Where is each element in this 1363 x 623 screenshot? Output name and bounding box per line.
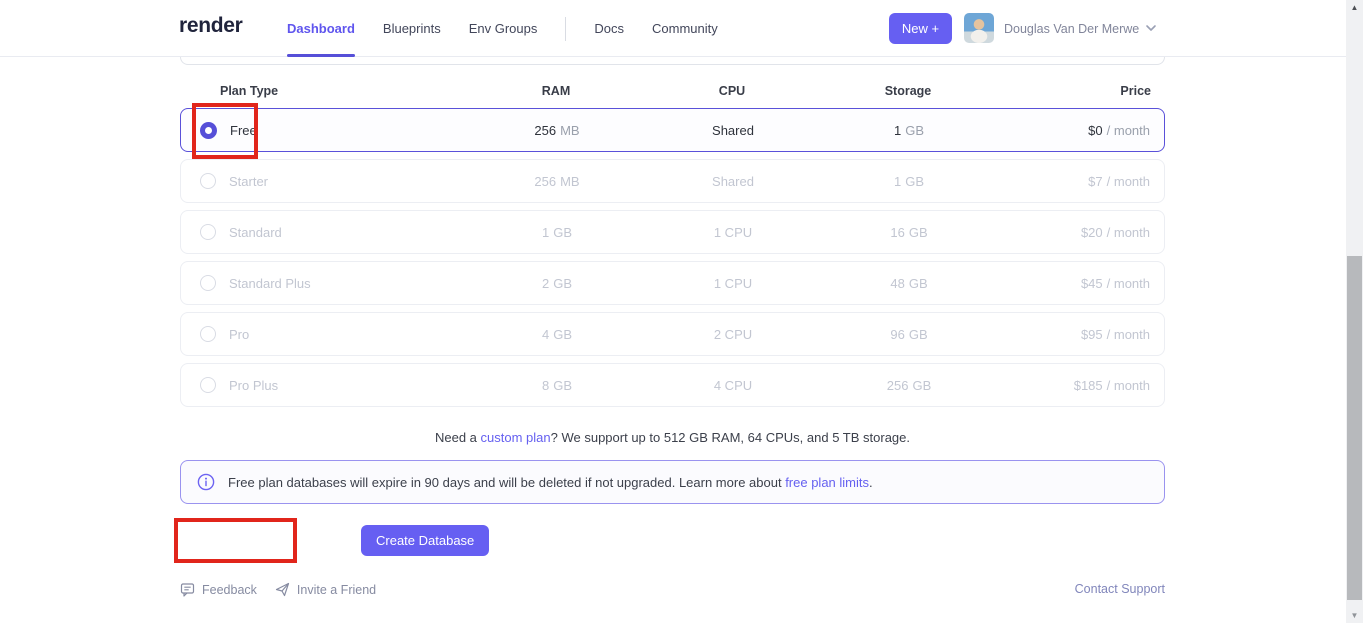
paper-plane-icon	[275, 582, 290, 597]
price-cell: $95/ month	[1080, 326, 1150, 342]
plan-label: Standard Plus	[229, 275, 311, 291]
price-cell: $45/ month	[1080, 275, 1150, 291]
cpu-cell: 1 CPU	[713, 224, 753, 240]
ram-cell: 8 GB	[541, 377, 573, 393]
contact-support-link[interactable]: Contact Support	[1074, 582, 1165, 596]
cpu-cell: 2 CPU	[713, 326, 753, 342]
free-plan-info-banner: Free plan databases will expire in 90 da…	[180, 460, 1165, 504]
plan-row-standard-plus[interactable]: Standard Plus 2 GB 1 CPU 48 GB $45/ month	[180, 261, 1165, 305]
ram-cell: 256 MB	[534, 122, 580, 138]
column-header-storage: Storage	[884, 84, 932, 98]
radio-pro-plus[interactable]	[200, 377, 216, 393]
radio-free-selected[interactable]	[200, 121, 217, 139]
footer-left-links: Feedback Invite a Friend	[180, 582, 376, 597]
custom-plan-text: Need a custom plan? We support up to 512…	[434, 430, 910, 445]
user-avatar[interactable]	[964, 13, 994, 43]
active-tab-indicator	[287, 54, 355, 57]
tab-docs[interactable]: Docs	[594, 0, 624, 57]
price-cell: $7/ month	[1088, 173, 1150, 189]
price-cell: $0/ month	[1088, 122, 1150, 138]
plan-label: Free	[230, 122, 257, 138]
main-nav: Dashboard Blueprints Env Groups Docs Com…	[287, 0, 718, 57]
scrollbar-thumb[interactable]	[1347, 256, 1362, 600]
radio-starter[interactable]	[200, 173, 216, 189]
storage-cell: 1 GB	[893, 122, 925, 138]
invite-friend-link[interactable]: Invite a Friend	[275, 582, 376, 597]
free-plan-limits-link[interactable]: free plan limits	[785, 474, 869, 490]
plan-cell-pro-plus: Pro Plus	[181, 377, 469, 393]
custom-plan-link[interactable]: custom plan	[480, 430, 551, 445]
plan-row-standard[interactable]: Standard 1 GB 1 CPU 16 GB $20/ month	[180, 210, 1165, 254]
new-button[interactable]: New +	[889, 13, 952, 44]
nav-divider	[565, 16, 567, 41]
plan-cell-free: Free	[181, 121, 469, 139]
ram-cell: 2 GB	[541, 275, 573, 291]
tab-blueprints[interactable]: Blueprints	[383, 0, 441, 57]
speech-bubble-icon	[180, 583, 195, 597]
ram-cell: 4 GB	[541, 326, 573, 342]
chevron-down-icon[interactable]	[1144, 21, 1158, 35]
plan-table: Free 256 MB Shared 1 GB $0/ month Starter …	[180, 108, 1165, 414]
ram-cell: 1 GB	[541, 224, 573, 240]
top-navigation-bar: render Dashboard Blueprints Env Groups D…	[0, 0, 1346, 57]
storage-cell: 96 GB	[890, 326, 928, 342]
main-content: Plan Type RAM CPU Storage Price Free 256…	[180, 0, 1165, 623]
tab-community[interactable]: Community	[652, 0, 718, 57]
tab-env-groups[interactable]: Env Groups	[469, 0, 538, 57]
price-cell: $185/ month	[1073, 377, 1150, 393]
price-cell: $20/ month	[1080, 224, 1150, 240]
plan-cell-starter: Starter	[181, 173, 469, 189]
plan-row-starter[interactable]: Starter 256 MB Shared 1 GB $7/ month	[180, 159, 1165, 203]
cpu-cell: 1 CPU	[713, 275, 753, 291]
storage-cell: 1 GB	[893, 173, 925, 189]
tab-dashboard[interactable]: Dashboard	[287, 0, 355, 57]
plan-label: Pro Plus	[229, 377, 279, 393]
plan-table-header: Plan Type RAM CPU Storage Price	[180, 83, 1165, 99]
cpu-cell: 4 CPU	[713, 377, 753, 393]
column-header-price: Price	[1120, 84, 1151, 98]
storage-cell: 16 GB	[890, 224, 928, 240]
radio-pro[interactable]	[200, 326, 216, 342]
create-database-button[interactable]: Create Database	[361, 525, 490, 556]
storage-cell: 48 GB	[890, 275, 928, 291]
column-header-plan-type: Plan Type	[220, 84, 279, 98]
plan-cell-pro: Pro	[181, 326, 469, 342]
banner-text: Free plan databases will expire in 90 da…	[228, 474, 873, 490]
ram-cell: 256 MB	[534, 173, 580, 189]
page-footer: Feedback Invite a Friend Contact Support	[180, 582, 1165, 600]
radio-standard[interactable]	[200, 224, 216, 240]
tab-docs-label: Docs	[594, 21, 624, 36]
plan-row-free[interactable]: Free 256 MB Shared 1 GB $0/ month	[180, 108, 1165, 152]
scroll-down-button[interactable]: ▼	[1350, 611, 1359, 620]
column-header-ram: RAM	[541, 84, 571, 98]
column-header-cpu: CPU	[718, 84, 746, 98]
invite-friend-label: Invite a Friend	[296, 582, 377, 597]
storage-cell: 256 GB	[886, 377, 932, 393]
user-name[interactable]: Douglas Van Der Merwe	[1004, 22, 1140, 36]
tab-community-label: Community	[652, 21, 718, 36]
render-logo[interactable]: render	[179, 14, 243, 37]
scroll-up-button[interactable]: ▲	[1350, 3, 1359, 12]
plan-label: Standard	[229, 224, 282, 240]
tab-env-groups-label: Env Groups	[468, 21, 538, 36]
radio-standard-plus[interactable]	[200, 275, 216, 291]
feedback-link[interactable]: Feedback	[180, 582, 257, 597]
plan-row-pro-plus[interactable]: Pro Plus 8 GB 4 CPU 256 GB $185/ month	[180, 363, 1165, 407]
cpu-cell: Shared	[712, 122, 754, 138]
cpu-cell: Shared	[712, 173, 754, 189]
feedback-label: Feedback	[202, 582, 257, 597]
plan-row-pro[interactable]: Pro 4 GB 2 CPU 96 GB $95/ month	[180, 312, 1165, 356]
plan-label: Starter	[229, 173, 269, 189]
info-icon	[197, 473, 215, 491]
vertical-scrollbar[interactable]: ▲ ▼	[1346, 0, 1363, 623]
plan-cell-standard-plus: Standard Plus	[181, 275, 469, 291]
tab-blueprints-label: Blueprints	[382, 21, 441, 36]
plan-cell-standard: Standard	[181, 224, 469, 240]
tab-dashboard-label: Dashboard	[287, 21, 355, 36]
plan-label: Pro	[229, 326, 250, 342]
